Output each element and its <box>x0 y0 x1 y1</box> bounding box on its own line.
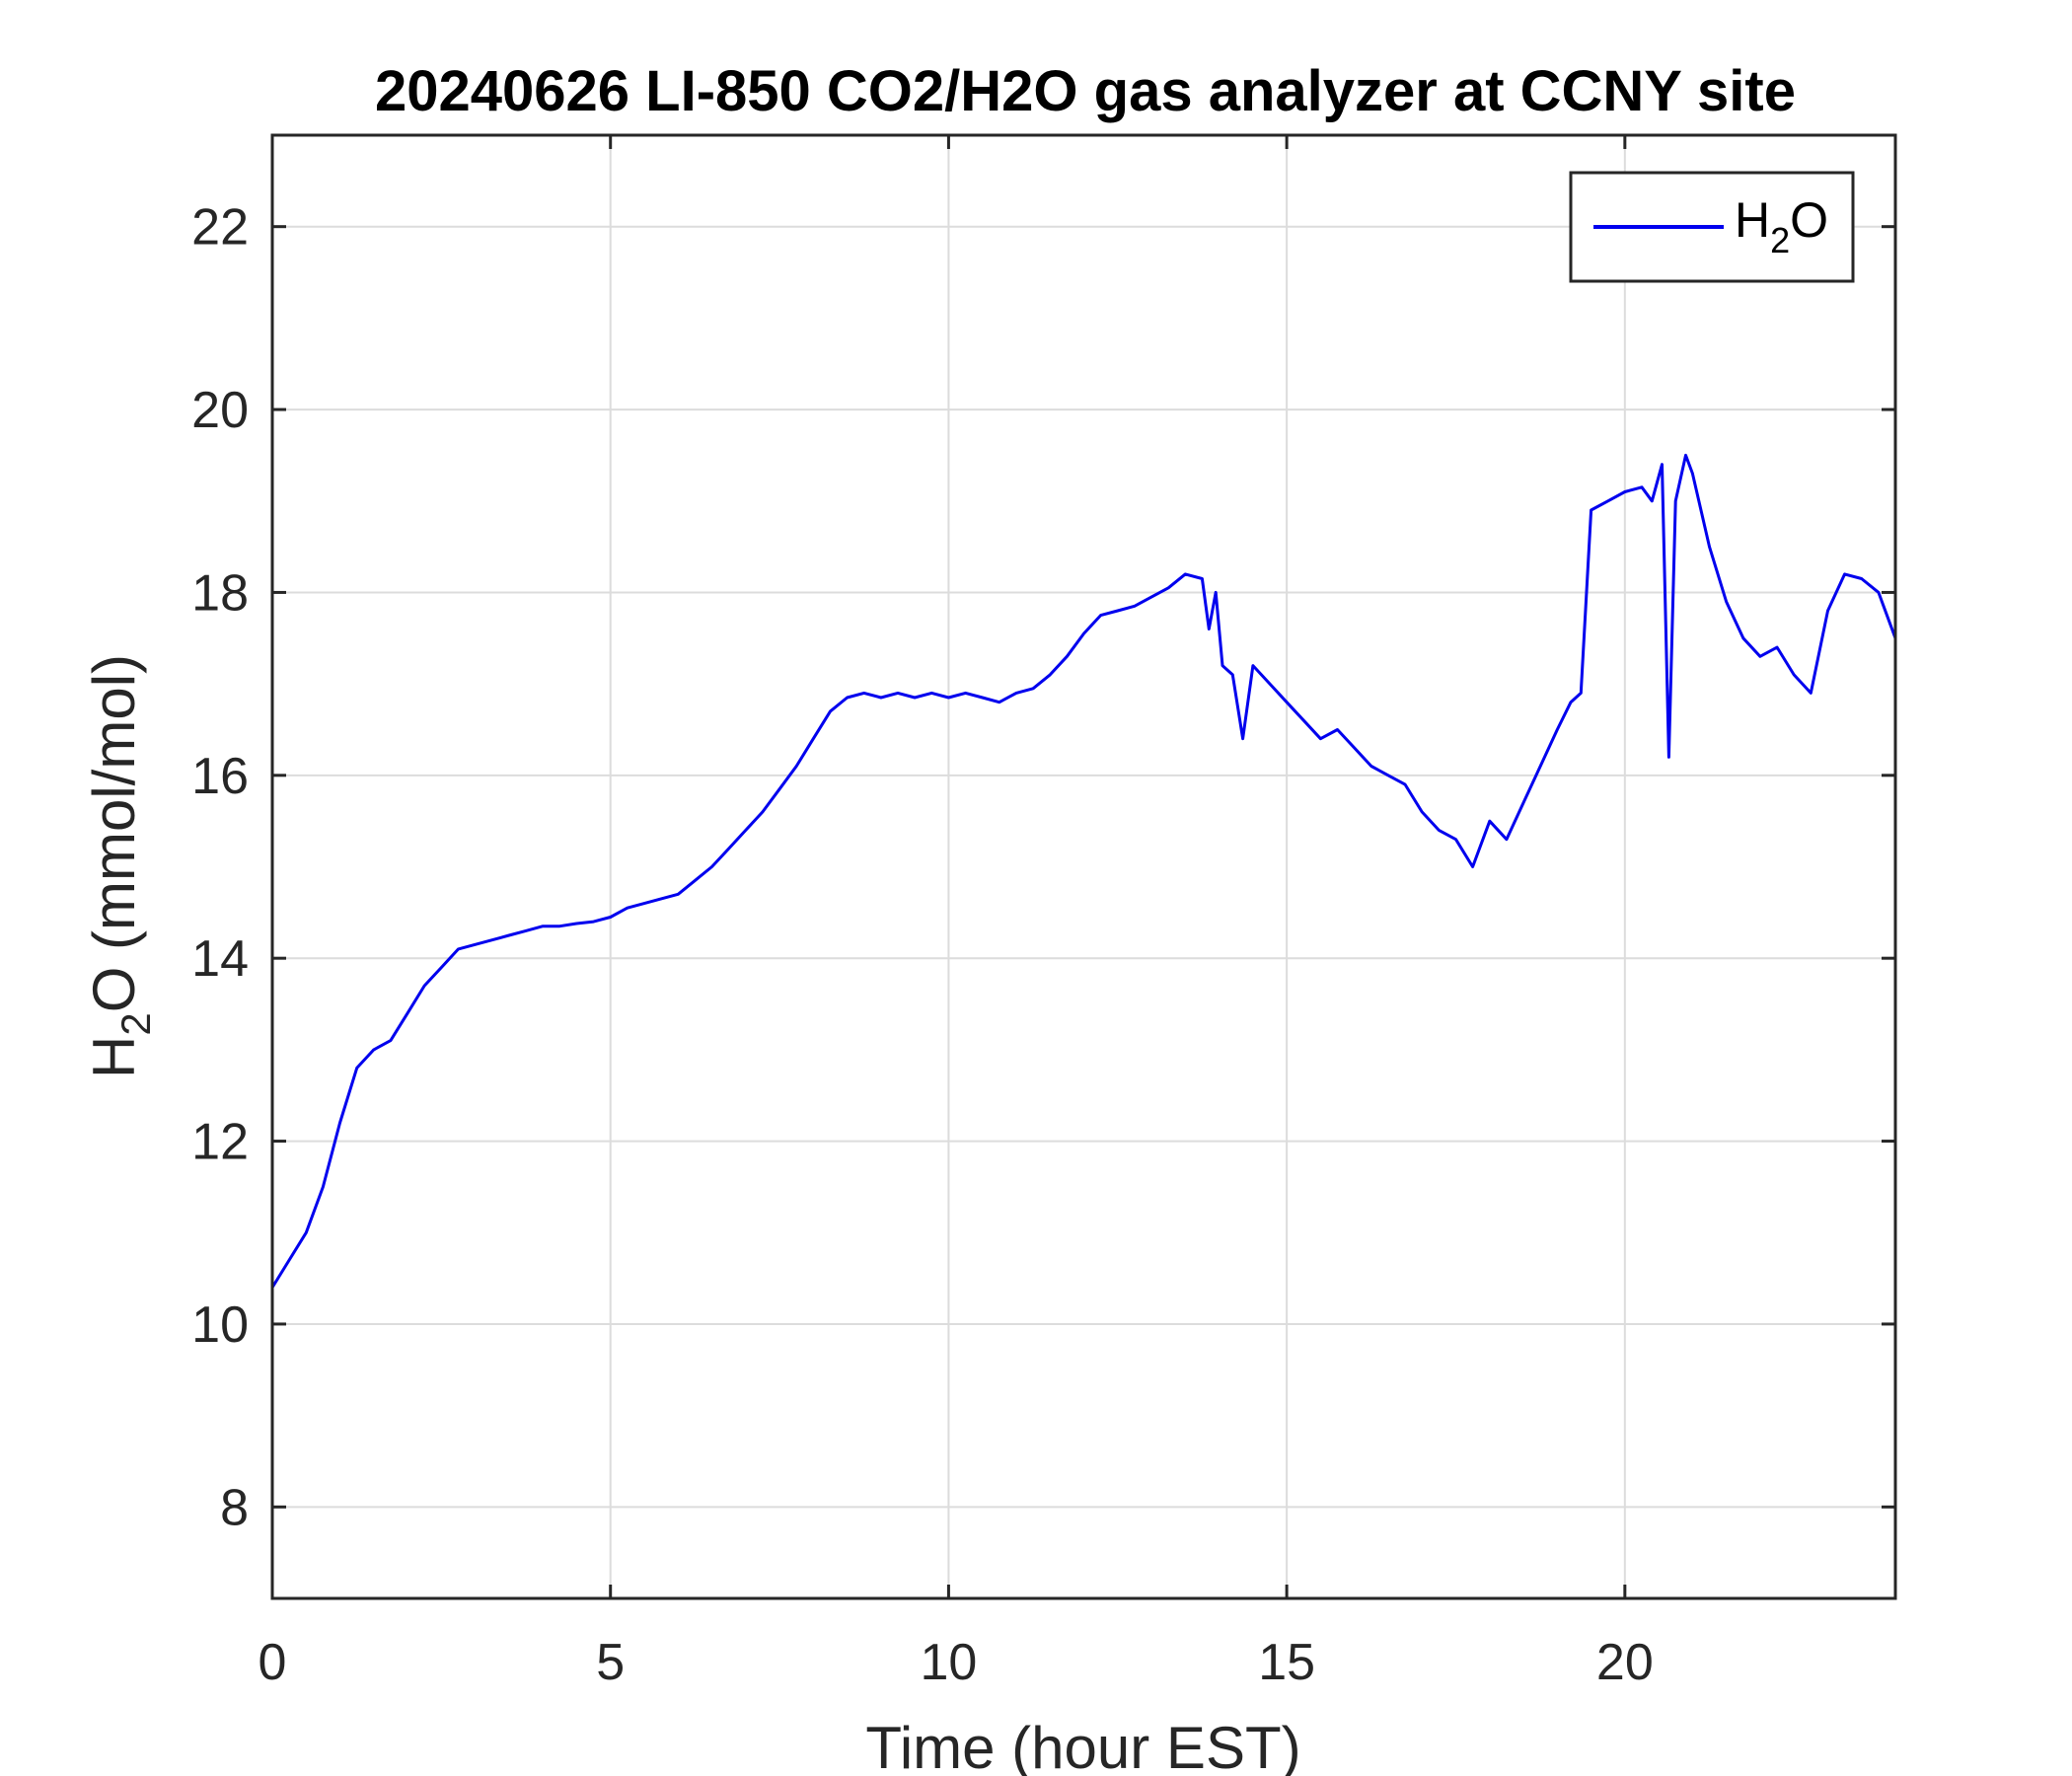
y-tick-label: 12 <box>191 1114 249 1171</box>
y-tick-label: 22 <box>191 199 249 257</box>
ticks <box>270 135 1895 1598</box>
y-tick-label: 10 <box>191 1296 249 1354</box>
x-tick-label: 0 <box>259 1634 287 1691</box>
series-line-h2o <box>270 453 1897 1289</box>
x-tick-label: 15 <box>1258 1634 1315 1691</box>
grid <box>271 135 1895 1598</box>
y-tick-label: 20 <box>191 382 249 439</box>
chart-title: 20240626 LI-850 CO2/H2O gas analyzer at … <box>375 59 1796 123</box>
legend-entry-rest: O <box>1790 192 1828 248</box>
axes-frame <box>270 133 1897 1600</box>
tick-labels: 0 5 10 15 20 8 10 12 14 16 18 20 22 <box>191 199 1654 1691</box>
y-tick-label: 14 <box>191 930 249 988</box>
y-tick-label: 8 <box>220 1479 249 1536</box>
plot-area <box>270 453 1897 1289</box>
legend-entry-sub: 2 <box>1770 220 1790 260</box>
y-tick-label: 18 <box>191 564 249 622</box>
y-axis-label-h: H <box>81 1036 147 1078</box>
x-tick-label: 5 <box>596 1634 625 1691</box>
y-axis-label: H2O (mmol/mol) <box>81 654 159 1078</box>
legend-entry-h: H <box>1735 192 1770 248</box>
legend: H2O <box>1569 171 1855 283</box>
x-tick-label: 10 <box>920 1634 977 1691</box>
x-tick-label: 20 <box>1596 1634 1654 1691</box>
y-tick-label: 16 <box>191 748 249 805</box>
legend-entry-h2o: H2O <box>1735 192 1828 260</box>
y-axis-label-sub: 2 <box>112 1012 159 1035</box>
x-axis-label: Time (hour EST) <box>865 1715 1300 1776</box>
y-axis-label-rest: O (mmol/mol) <box>81 654 147 1012</box>
